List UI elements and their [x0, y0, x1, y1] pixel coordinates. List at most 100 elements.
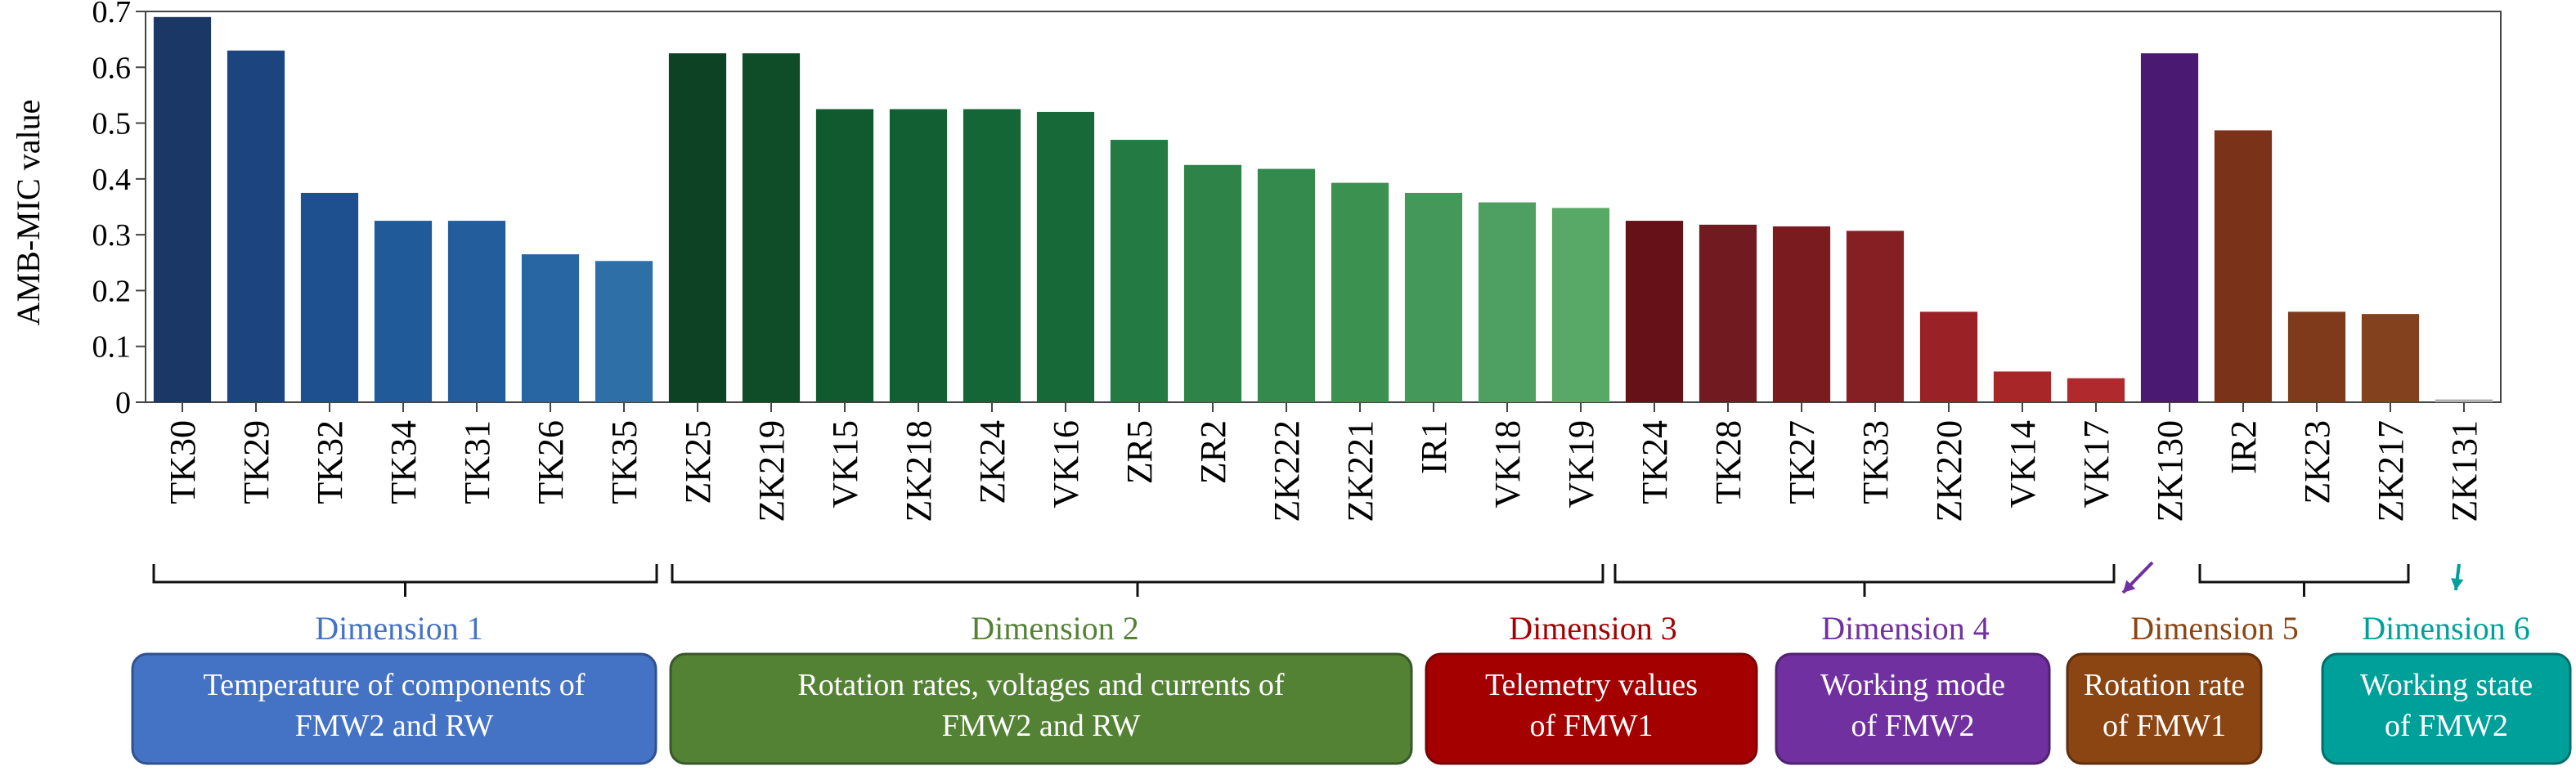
dimension-groups: Dimension 1 Temperature of components of F… [132, 610, 2570, 764]
dimension-title: Dimension 2 [971, 610, 1139, 647]
bar-tk31 [448, 221, 505, 402]
bar-tk29 [227, 51, 285, 402]
x-tick-label: VK16 [1046, 420, 1086, 508]
x-tick-label: TK28 [1708, 420, 1748, 504]
x-tick-label: ZR2 [1193, 420, 1233, 484]
dimension-description: Temperature of components of [204, 668, 586, 702]
bar-tk26 [522, 254, 579, 402]
bar-tk24 [1626, 221, 1683, 402]
dimension-description: Working state [2360, 668, 2533, 702]
bar-vk17 [2067, 379, 2125, 402]
x-tick-label: IR2 [2224, 420, 2264, 474]
dimension-title: Dimension 1 [315, 610, 483, 647]
bar-vk15 [816, 110, 873, 403]
bar-vk19 [1552, 208, 1609, 402]
y-tick-label: 0.2 [92, 274, 132, 308]
x-tick-label: ZK131 [2444, 420, 2484, 522]
dimension-bracket [154, 564, 657, 597]
x-tick-label: IR1 [1414, 420, 1454, 474]
x-tick-label: TK30 [163, 420, 203, 504]
x-tick-label: ZK24 [972, 420, 1012, 504]
bar-zr5 [1111, 140, 1168, 402]
y-tick-label: 0.5 [92, 107, 132, 141]
bar-ir2 [2215, 130, 2272, 402]
dimension-description: Telemetry values [1485, 668, 1698, 702]
dimension-description: of FMW1 [1530, 709, 1654, 743]
dimension-title: Dimension 6 [2362, 610, 2530, 647]
bar-zk130 [2141, 53, 2198, 402]
y-tick-label: 0.3 [92, 218, 132, 253]
x-tick-label: ZK25 [678, 420, 718, 504]
dimension-bracket [672, 564, 1603, 597]
bar-tk27 [1773, 226, 1830, 402]
dimension-brackets [154, 562, 2463, 597]
bar-zk131 [2435, 400, 2493, 402]
bar-vk18 [1479, 203, 1536, 402]
dimension-description: of FMW1 [2103, 709, 2226, 743]
y-tick-label: 0.7 [92, 0, 132, 29]
x-tick-label: ZR5 [1120, 420, 1160, 484]
dimension-description: of FMW2 [1851, 709, 1975, 743]
x-tick-label: ZK221 [1340, 420, 1380, 522]
dimension-description: Working mode [1820, 668, 2005, 702]
bar-zk217 [2362, 314, 2419, 402]
dimension-title: Dimension 5 [2130, 610, 2299, 647]
bar-ir1 [1405, 193, 1462, 402]
x-tick-label: TK26 [531, 420, 571, 504]
x-tick-label: ZK220 [1929, 420, 1969, 522]
y-tick-label: 0 [115, 386, 131, 420]
bar-zk218 [890, 110, 947, 403]
bar-tk32 [301, 193, 358, 402]
y-tick-label: 0.1 [92, 330, 132, 365]
dimension-description: of FMW2 [2385, 709, 2508, 743]
bar-zk23 [2288, 311, 2345, 402]
dimension-description: Rotation rates, voltages and currents of [797, 668, 1285, 702]
x-tick-label: TK24 [1635, 420, 1675, 504]
x-tick-label: ZK219 [752, 420, 792, 522]
x-tick-label: TK34 [384, 420, 424, 504]
x-tick-label: ZK23 [2297, 420, 2337, 504]
bar-tk35 [595, 261, 653, 402]
x-tick-label: VK19 [1561, 420, 1601, 508]
x-tick-label: ZK222 [1267, 420, 1307, 522]
bar-zk222 [1258, 169, 1315, 402]
x-axis-tick-labels: TK30 TK29 TK32 TK34 TK31 TK26 TK35 ZK25 ZK219 VK1… [163, 402, 2484, 522]
bar-zk25 [669, 53, 726, 402]
bar-zk221 [1331, 183, 1389, 402]
x-tick-label: TK27 [1782, 420, 1822, 504]
x-tick-label: VK18 [1488, 420, 1528, 508]
x-tick-label: TK33 [1856, 420, 1896, 504]
dimension-description: Rotation rate [2084, 668, 2245, 702]
bar-vk14 [1994, 371, 2051, 402]
bar-tk34 [375, 221, 432, 402]
x-tick-label: TK31 [457, 420, 497, 504]
bar-zk219 [743, 53, 800, 402]
x-tick-label: ZK217 [2371, 420, 2411, 522]
bar-zk24 [963, 110, 1021, 403]
bars [154, 17, 2493, 402]
x-tick-label: TK35 [604, 420, 644, 504]
bar-zr2 [1184, 165, 1241, 402]
bar-tk33 [1847, 231, 1904, 402]
bar-zk220 [1920, 311, 1977, 402]
y-tick-label: 0.4 [92, 163, 132, 197]
dimension-description: FMW2 and RW [942, 709, 1141, 743]
bar-tk30 [154, 17, 211, 402]
bar-tk28 [1699, 225, 1757, 402]
dimension-title: Dimension 4 [1821, 610, 1990, 647]
x-tick-label: ZK130 [2150, 420, 2190, 522]
dimension-bracket [2200, 564, 2408, 597]
x-tick-label: VK17 [2076, 420, 2116, 508]
x-tick-label: TK32 [310, 420, 350, 504]
x-tick-label: VK15 [825, 420, 865, 508]
x-tick-label: ZK218 [899, 420, 939, 522]
y-tick-label: 0.6 [92, 51, 132, 85]
dimension-bracket [1615, 564, 2114, 597]
dimension-description: FMW2 and RW [295, 709, 494, 743]
x-tick-label: VK14 [2003, 420, 2043, 508]
y-axis-label: AMB-MIC value [10, 100, 47, 326]
dimension-title: Dimension 3 [1509, 610, 1677, 647]
x-tick-label: TK29 [236, 420, 276, 504]
bar-vk16 [1037, 112, 1094, 402]
